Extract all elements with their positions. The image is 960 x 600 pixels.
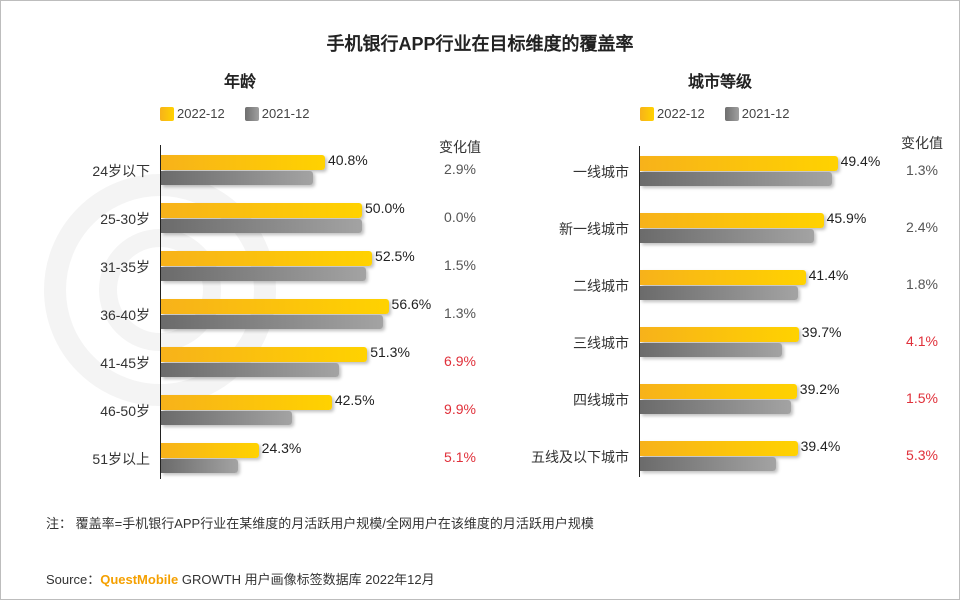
source-line: Source：QuestMobile GROWTH 用户画像标签数据库 2022…	[46, 569, 435, 588]
legend-label: 2021-12	[261, 106, 310, 121]
source-brand: QuestMobile	[100, 572, 179, 587]
bar-2021-12	[161, 267, 367, 281]
bar-2021-12	[640, 172, 833, 186]
category-label: 五线及以下城市	[531, 449, 629, 465]
bar-2022-12	[161, 395, 332, 410]
data-label: 40.8%	[328, 152, 368, 168]
category-label: 四线城市	[573, 392, 629, 408]
data-label: 49.4%	[840, 153, 881, 169]
panel-subtitle: 年龄	[223, 74, 257, 91]
bar-2022-12	[161, 299, 389, 314]
change-value: 2.9%	[444, 161, 476, 177]
change-header: 变化值	[901, 135, 943, 151]
legend-swatch	[724, 106, 739, 121]
legend: 2022-12 2021-12	[640, 106, 803, 121]
source-text: GROWTH 用户画像标签数据库 2022年12月	[178, 572, 435, 587]
bar-2021-12	[640, 457, 777, 471]
source-prefix: Source：	[46, 572, 101, 587]
bar-2022-12	[161, 251, 373, 266]
bar-2021-12	[161, 171, 314, 185]
data-label: 39.4%	[800, 438, 841, 454]
data-label: 45.9%	[826, 210, 867, 226]
data-label: 41.4%	[808, 267, 849, 283]
category-label: 一线城市	[573, 164, 629, 180]
category-label: 46-50岁	[100, 403, 150, 419]
data-label: 39.7%	[801, 324, 842, 340]
bar-2021-12	[640, 286, 799, 300]
bar-2021-12	[161, 315, 384, 329]
category-label: 31-35岁	[100, 259, 150, 275]
category-axis	[639, 146, 640, 477]
change-value: 4.1%	[906, 333, 938, 349]
chart-title: 手机银行APP行业在目标维度的覆盖率	[326, 34, 634, 54]
category-label: 36-40岁	[100, 307, 150, 323]
change-value: 1.8%	[906, 276, 938, 292]
legend-label: 2021-12	[741, 106, 790, 121]
panel-subtitle: 城市等级	[687, 74, 753, 91]
category-label: 新一线城市	[559, 221, 629, 237]
bar-2021-12	[161, 219, 362, 233]
category-axis	[160, 145, 161, 479]
data-label: 56.6%	[391, 296, 432, 312]
category-label: 二线城市	[573, 278, 629, 294]
legend-label: 2022-12	[177, 106, 225, 121]
change-value: 5.1%	[444, 449, 476, 465]
data-label: 51.3%	[370, 344, 410, 360]
bar-2022-12	[640, 327, 799, 342]
legend-swatch	[640, 106, 654, 121]
bar-2022-12	[161, 155, 326, 170]
change-value: 0.0%	[444, 209, 476, 225]
category-label: 24岁以下	[92, 163, 150, 179]
data-label: 42.5%	[334, 392, 375, 408]
bar-2021-12	[161, 363, 340, 377]
bar-2022-12	[640, 213, 824, 228]
legend-item: 2021-12	[244, 106, 310, 121]
legend-item: 2022-12	[160, 106, 225, 121]
change-value: 1.5%	[444, 257, 476, 273]
change-value: 2.4%	[906, 219, 938, 235]
bar-2021-12	[161, 411, 293, 425]
data-label: 52.5%	[375, 248, 415, 264]
bar-2022-12	[640, 441, 798, 456]
bar-2021-12	[640, 400, 791, 414]
change-value: 5.3%	[906, 447, 938, 463]
change-value: 1.3%	[444, 305, 476, 321]
change-value: 6.9%	[444, 353, 476, 369]
change-value: 1.3%	[906, 162, 938, 178]
bar-2021-12	[640, 343, 783, 357]
category-label: 51岁以上	[92, 451, 150, 467]
data-label: 24.3%	[261, 440, 302, 456]
legend-item: 2022-12	[640, 106, 705, 121]
change-value: 1.5%	[906, 390, 938, 406]
data-label: 39.2%	[799, 381, 840, 397]
bar-2022-12	[161, 347, 368, 362]
bar-2021-12	[161, 459, 239, 473]
data-label: 50.0%	[365, 200, 405, 216]
change-header: 变化值	[439, 139, 481, 155]
legend-item: 2021-12	[724, 106, 790, 121]
change-value: 9.9%	[444, 401, 476, 417]
category-label: 41-45岁	[100, 355, 150, 371]
category-label: 25-30岁	[100, 211, 150, 227]
legend-swatch	[244, 106, 259, 121]
bar-2022-12	[640, 384, 797, 399]
bar-2021-12	[640, 229, 814, 243]
bar-2022-12	[161, 203, 362, 218]
legend-swatch	[160, 106, 174, 121]
bar-2022-12	[640, 156, 838, 171]
legend-label: 2022-12	[657, 106, 705, 121]
footnote: 注： 覆盖率=手机银行APP行业在某维度的月活跃用户规模/全网用户在该维度的月活…	[46, 516, 594, 531]
legend: 2022-12 2021-12	[160, 106, 323, 121]
category-label: 三线城市	[573, 335, 629, 351]
bar-2022-12	[640, 270, 806, 285]
bar-2022-12	[161, 443, 259, 458]
